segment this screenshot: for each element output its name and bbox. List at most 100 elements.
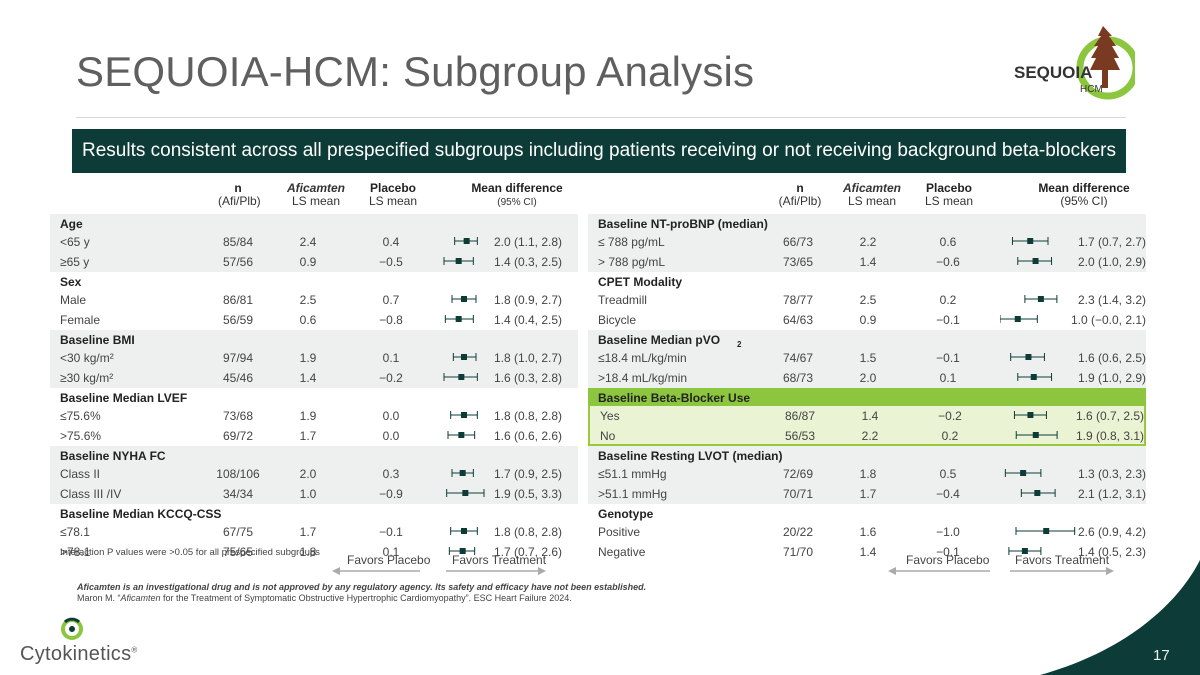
row-placebo-mean: 0.7 (382, 293, 400, 307)
table-row: No 56/53 2.2 0.2 1.9 (0.8, 3.1) (588, 426, 1146, 446)
row-label: ≤18.4 mL/kg/min (598, 351, 687, 365)
point-estimate (461, 354, 467, 360)
table-row: ≤ 788 pg/mL 66/73 2.2 0.6 1.7 (0.7, 2.7) (588, 232, 1146, 252)
row-n: 78/77 (782, 293, 814, 307)
row-label: >75.6% (60, 429, 102, 443)
row-aficamten-mean: 2.5 (299, 293, 317, 307)
row-mean-difference: 2.0 (1.1, 2.8) (493, 235, 562, 249)
row-n: 86/87 (784, 409, 816, 423)
subgroup-header: CPET Modality (588, 272, 1146, 290)
subgroup-header: Baseline NT-proBNP (median) (588, 214, 1146, 232)
point-estimate (1027, 238, 1034, 244)
results-banner: Results consistent across all prespecifi… (72, 129, 1126, 173)
header-placebo: Placebo LS mean (368, 181, 418, 208)
row-mean-difference: 1.3 (0.3, 2.3) (1077, 467, 1146, 481)
forest-plot-ci (452, 353, 477, 361)
forest-plot-ci (1011, 237, 1049, 245)
row-aficamten-mean: 0.6 (299, 313, 317, 327)
subgroup-title: Genotype (598, 507, 654, 521)
row-label: > 788 pg/mL (598, 255, 666, 269)
row-mean-difference: 1.0 (−0.0, 2.1) (1070, 313, 1146, 327)
row-placebo-mean: 0.0 (382, 409, 400, 423)
row-mean-difference: 2.3 (1.4, 3.2) (1077, 293, 1146, 307)
forest-plot-ci (451, 295, 477, 303)
subgroup-title: Baseline BMI (60, 333, 135, 347)
subgroup-header: Age (50, 214, 578, 232)
subgroup-header: Baseline Median LVEF (50, 388, 578, 406)
row-placebo-mean: −0.2 (379, 371, 403, 385)
table-row: Class III /IV 34/34 1.0 −0.9 1.9 (0.5, 3.3) (50, 484, 578, 504)
forest-plot-ci (446, 489, 485, 497)
row-label: Class III /IV (60, 487, 122, 501)
row-mean-difference: 2.0 (1.0, 2.9) (1077, 255, 1146, 269)
row-label: >78.1 (60, 545, 91, 559)
forest-plot-ci (1017, 257, 1053, 265)
row-n: 69/72 (222, 429, 254, 443)
row-n: 74/67 (782, 351, 814, 365)
forest-plot-ci (1008, 547, 1042, 555)
forest-plot-ci (1020, 489, 1056, 497)
forest-plot-ci (443, 257, 474, 265)
row-label: Bicycle (598, 313, 637, 327)
disclaimer: Aficamten is an investigational drug and… (77, 582, 646, 604)
favors-treatment-label: Favors Treatment (1015, 553, 1110, 567)
point-estimate (1034, 490, 1041, 496)
row-aficamten-mean: 1.7 (299, 429, 317, 443)
row-placebo-mean: −0.1 (379, 525, 403, 539)
table-row: >51.1 mmHg 70/71 1.7 −0.4 2.1 (1.2, 3.1) (588, 484, 1146, 504)
table-row: Treadmill 78/77 2.5 0.2 2.3 (1.4, 3.2) (588, 290, 1146, 310)
page-number: 17 (1153, 647, 1170, 664)
forest-plot-ci (447, 431, 476, 439)
row-aficamten-mean: 1.4 (859, 255, 877, 269)
favors-placebo-label: Favors Placebo (906, 553, 990, 567)
row-placebo-mean: 0.4 (382, 235, 400, 249)
header-placebo: Placebo LS mean (924, 181, 974, 208)
subgroup-title: Baseline Median pVO (598, 333, 721, 347)
point-estimate (1021, 548, 1028, 554)
forest-plot-ci (1024, 295, 1058, 303)
row-label: Yes (600, 409, 620, 423)
row-mean-difference: 1.4 (0.5, 2.3) (1077, 545, 1146, 559)
row-aficamten-mean: 1.4 (299, 371, 317, 385)
row-mean-difference: 1.6 (0.6, 2.5) (1077, 351, 1146, 365)
subgroup-title: Baseline Beta-Blocker Use (598, 391, 751, 405)
row-placebo-mean: −0.1 (936, 545, 960, 559)
point-estimate (458, 432, 465, 438)
subgroup-header: Baseline Median KCCQ-CSS (50, 504, 578, 522)
subgroup-header: Baseline NYHA FC (50, 446, 578, 464)
row-placebo-mean: 0.6 (939, 235, 957, 249)
table-row: Positive 20/22 1.6 −1.0 2.6 (0.9, 4.2) (588, 522, 1146, 542)
subgroup-header: Baseline Median pVO 2 (588, 330, 1146, 349)
row-placebo-mean: 0.5 (939, 467, 957, 481)
table-row: ≥30 kg/m² 45/46 1.4 −0.2 1.6 (0.3, 2.8) (50, 368, 578, 388)
forest-plot-ci (450, 527, 478, 535)
row-label: Class II (60, 467, 101, 481)
point-estimate (1032, 432, 1039, 438)
row-aficamten-mean: 0.9 (299, 255, 317, 269)
forest-plot-ci (1000, 315, 1038, 323)
forest-plot-ci (1004, 469, 1042, 477)
forest-plot-ci (443, 373, 478, 381)
corner-graphic (1040, 560, 1200, 675)
row-label: ≤75.6% (60, 409, 101, 423)
row-aficamten-mean: 1.8 (859, 467, 877, 481)
row-label: Treadmill (598, 293, 647, 307)
row-placebo-mean: 0.3 (382, 467, 400, 481)
sequoia-logo-text: SEQUOIA (1014, 63, 1092, 82)
disclaimer-investigational: Aficamten is an investigational drug and… (77, 582, 647, 592)
row-mean-difference: 1.6 (0.6, 2.6) (493, 429, 562, 443)
subgroup-title: Sex (60, 275, 82, 289)
favors-placebo-arrow-right (888, 567, 990, 575)
cytokinetics-logo-text: Cytokinetics® (20, 643, 138, 665)
row-label: <30 kg/m² (60, 351, 114, 365)
row-aficamten-mean: 1.6 (859, 525, 877, 539)
point-estimate (1030, 374, 1037, 380)
point-estimate (455, 258, 462, 264)
point-estimate (459, 548, 466, 554)
row-mean-difference: 1.8 (1.0, 2.7) (493, 351, 562, 365)
table-row: ≤78.1 67/75 1.7 −0.1 1.8 (0.8, 2.8) (50, 522, 578, 542)
row-label: ≥30 kg/m² (60, 371, 114, 385)
header-aficamten: Aficamten LS mean (842, 181, 901, 208)
row-n: 108/106 (216, 467, 260, 481)
table-row: >18.4 mL/kg/min 68/73 2.0 0.1 1.9 (1.0, 2.9) (588, 368, 1146, 388)
